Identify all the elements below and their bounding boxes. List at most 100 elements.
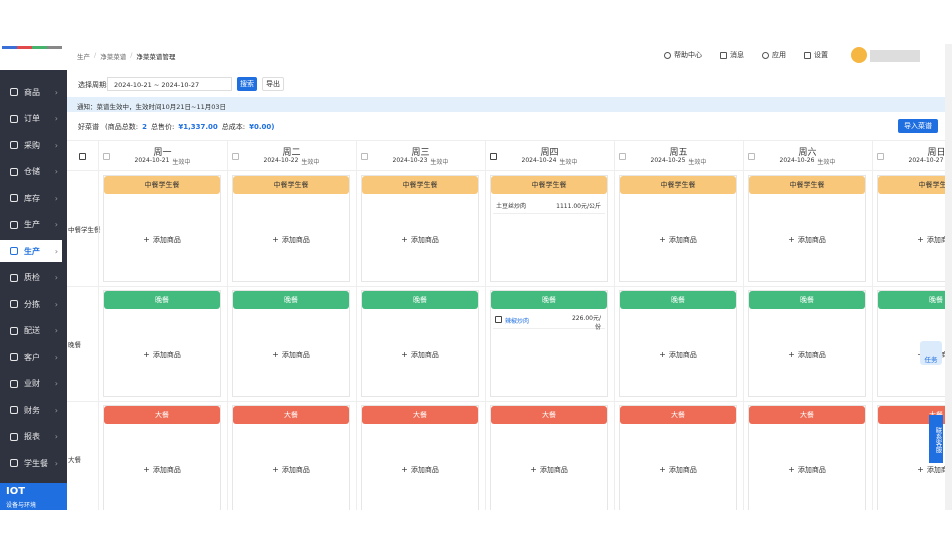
menu-label: 采购 [24, 140, 40, 150]
day-date: 2024-10-21 [134, 157, 170, 164]
action-label: 应用 [772, 51, 786, 59]
meal-card: 中餐学生餐 +添加商品 [232, 175, 350, 282]
add-item[interactable]: +添加商品 [620, 235, 736, 245]
add-item[interactable]: +添加商品 [104, 465, 220, 475]
menu-arrow: › [54, 299, 58, 309]
meal-bar: 晚餐 [749, 291, 865, 309]
add-item[interactable]: +添加商品 [104, 235, 220, 245]
add-item[interactable]: +添加商品 [233, 350, 349, 360]
day-meta: 2024-10-26 生效中 [743, 157, 872, 166]
service-float[interactable]: 联系客服 [929, 415, 943, 463]
check-all[interactable] [79, 153, 86, 160]
menu-item[interactable]: 配送 › [0, 320, 62, 342]
menu-item[interactable]: 采购 › [0, 134, 62, 156]
add-plus: + [272, 350, 279, 359]
date-range[interactable]: 2024-10-21 ~ 2024-10-27 [107, 77, 232, 91]
add-item[interactable]: +添加商品 [104, 350, 220, 360]
day-check[interactable] [490, 153, 497, 160]
day-check[interactable] [619, 153, 626, 160]
col-border [227, 141, 228, 510]
add-item[interactable]: +添加商品 [362, 350, 478, 360]
import-button[interactable]: 导入菜谱 [898, 119, 938, 133]
menu-item[interactable]: 分拣 › [0, 293, 62, 315]
add-plus: + [530, 465, 537, 474]
day-check[interactable] [361, 153, 368, 160]
meal-bar: 晚餐 [233, 291, 349, 309]
menu-label: 财务 [24, 405, 40, 415]
header-action[interactable]: 消息 [720, 50, 744, 60]
menu-icon [10, 459, 18, 467]
add-item[interactable]: +添加商品 [233, 235, 349, 245]
crumb-item[interactable]: 净菜菜谱 [100, 53, 127, 61]
day-name: 周三 [411, 148, 430, 158]
header-action[interactable]: 设置 [804, 50, 828, 60]
action-icon [720, 51, 727, 59]
summary-count-label: (商品总数: [105, 123, 139, 131]
menu-item[interactable]: 生产 › [0, 214, 62, 236]
add-item[interactable]: +添加商品 [362, 235, 478, 245]
add-label: 添加商品 [539, 466, 568, 474]
menu-label: 生产 [24, 246, 40, 256]
add-label: 添加商品 [152, 236, 181, 244]
col-border [98, 141, 99, 510]
menu-item[interactable]: 报表 › [0, 426, 62, 448]
day-status: 生效中 [559, 159, 578, 166]
item-check[interactable] [495, 316, 502, 323]
crumb-item[interactable]: 生产 [77, 53, 90, 61]
menu-item[interactable]: 商品 › [0, 81, 62, 103]
summary-price-label: 总售价: [150, 123, 175, 131]
menu-item[interactable]: 库存 › [0, 187, 62, 209]
day-meta: 2024-10-23 生效中 [356, 157, 485, 166]
menu-item[interactable]: 财务 › [0, 399, 62, 421]
add-item[interactable]: +添加商品 [749, 465, 865, 475]
meal-card: 晚餐 +添加商品 [232, 290, 350, 397]
add-item[interactable]: +添加商品 [749, 235, 865, 245]
export-button[interactable]: 导出 [262, 77, 284, 91]
meal-card: 晚餐 辣椒炒肉 226.00元/份 [490, 290, 608, 397]
add-item[interactable]: +添加商品 [878, 235, 945, 245]
menu-item[interactable]: 生产 › [0, 240, 62, 262]
add-item[interactable]: +添加商品 [620, 465, 736, 475]
task-float[interactable]: 任务 [920, 341, 942, 365]
menu-item[interactable]: 订单 › [0, 108, 62, 130]
day-date: 2024-10-24 [521, 157, 557, 164]
row-label: 晚餐 [68, 341, 81, 349]
iot-title: IOT [6, 486, 26, 497]
add-item[interactable]: +添加商品 [362, 465, 478, 475]
header-action[interactable]: 帮助中心 [664, 50, 702, 60]
menu-label: 订单 [24, 114, 40, 123]
action-icon [664, 51, 671, 59]
scrollbar [945, 44, 952, 510]
day-check[interactable] [877, 153, 884, 160]
meal-bar: 中餐学生餐 [233, 176, 349, 194]
notice: 通知：菜谱生效中，生效时间10月21日~11月03日 [67, 97, 945, 112]
menu-item[interactable]: 业财 › [0, 373, 62, 395]
menu-item[interactable]: 仓储 › [0, 161, 62, 183]
menu-arrow: › [54, 167, 58, 176]
menu-label: 业财 [24, 379, 40, 388]
avatar[interactable] [851, 47, 867, 63]
add-plus: + [788, 350, 795, 359]
add-item[interactable]: +添加商品 [749, 350, 865, 360]
add-item[interactable]: +添加商品 [233, 465, 349, 475]
col-border [614, 141, 615, 510]
col-border [356, 141, 357, 510]
menu-label: 分拣 [24, 299, 40, 309]
meal-card: 晚餐 +添加商品 [361, 290, 479, 397]
add-item[interactable]: +添加商品 [878, 465, 945, 475]
menu-label: 库存 [24, 193, 40, 203]
day-check[interactable] [103, 153, 110, 160]
add-label: 添加商品 [926, 466, 945, 474]
day-check[interactable] [232, 153, 239, 160]
menu-item[interactable]: 质检 › [0, 267, 62, 289]
day-check[interactable] [748, 153, 755, 160]
meal-bar: 大餐 [620, 406, 736, 424]
add-item[interactable]: +添加商品 [491, 465, 607, 475]
day-meta: 2024-10-21 生效中 [98, 157, 227, 166]
header-action[interactable]: 应用 [762, 50, 786, 60]
menu-item[interactable]: 学生餐 › [0, 452, 62, 474]
search-button[interactable]: 搜索 [237, 77, 257, 91]
add-item[interactable]: +添加商品 [620, 350, 736, 360]
iot-box[interactable]: IOT 设备与环境 [0, 483, 67, 510]
menu-item[interactable]: 客户 › [0, 346, 62, 368]
